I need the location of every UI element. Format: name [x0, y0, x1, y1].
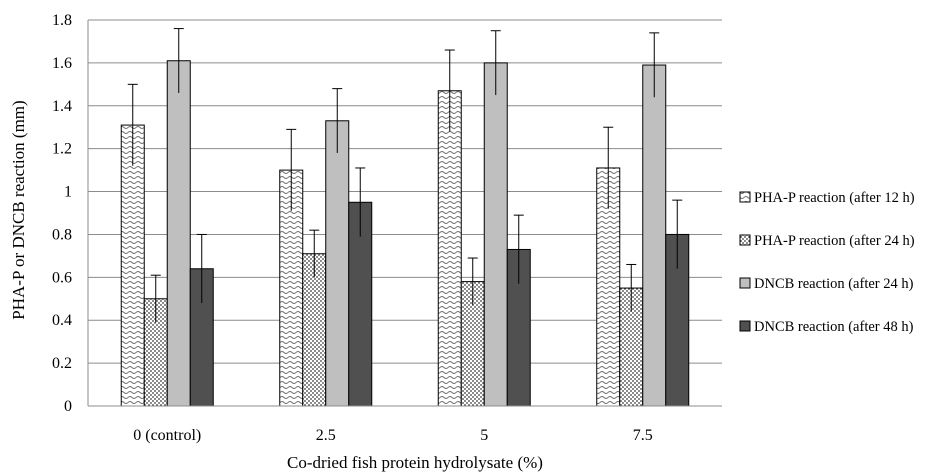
y-tick-label: 1 [64, 184, 72, 201]
x-axis-title: Co-dried fish protein hydrolysate (%) [287, 453, 543, 472]
legend: PHA-P reaction (after 12 h) PHA-P reactio… [739, 190, 915, 335]
y-tick-label: 0.6 [52, 269, 72, 286]
error-bars [127, 28, 683, 323]
x-tick-label: 2.5 [316, 427, 336, 444]
x-tick-label: 7.5 [633, 427, 653, 444]
bar [166, 60, 191, 407]
y-tick-label: 1.2 [52, 141, 72, 158]
y-tick-label: 1.6 [52, 55, 72, 72]
y-tick-label: 1.4 [52, 98, 72, 115]
y-tick-label: 0.4 [52, 312, 72, 329]
bar [437, 90, 462, 407]
bars [120, 60, 690, 407]
y-tick-label: 1.8 [52, 12, 72, 29]
legend-swatch [739, 191, 751, 203]
y-axis-title: PHA-P or DNCB reaction (mm) [9, 100, 28, 319]
legend-swatch [739, 320, 751, 332]
bar [120, 124, 145, 407]
bar [325, 120, 350, 407]
x-tick-label: 0 (control) [133, 427, 201, 444]
y-tick-label: 0 [64, 398, 72, 415]
legend-label: PHA-P reaction (after 12 h) [754, 190, 915, 206]
y-tick-label: 0.8 [52, 226, 72, 243]
legend-label: DNCB reaction (after 24 h) [754, 276, 914, 292]
legend-label: PHA-P reaction (after 24 h) [754, 233, 915, 249]
legend-swatch [739, 234, 751, 246]
bar [483, 62, 508, 407]
x-tick-label: 5 [480, 427, 488, 444]
y-tick-label: 0.2 [52, 355, 72, 372]
legend-swatch [739, 277, 751, 289]
legend-label: DNCB reaction (after 48 h) [754, 319, 914, 335]
bar [642, 64, 667, 407]
axes: 0 0.2 0.4 0.6 0.8 1 1.2 1.4 1.6 1.8 0 (control) 2.5… [52, 12, 722, 444]
